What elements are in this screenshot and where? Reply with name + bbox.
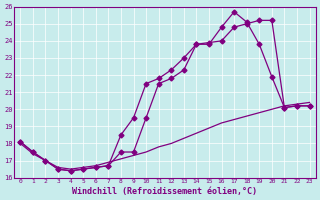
X-axis label: Windchill (Refroidissement éolien,°C): Windchill (Refroidissement éolien,°C) [72, 187, 258, 196]
